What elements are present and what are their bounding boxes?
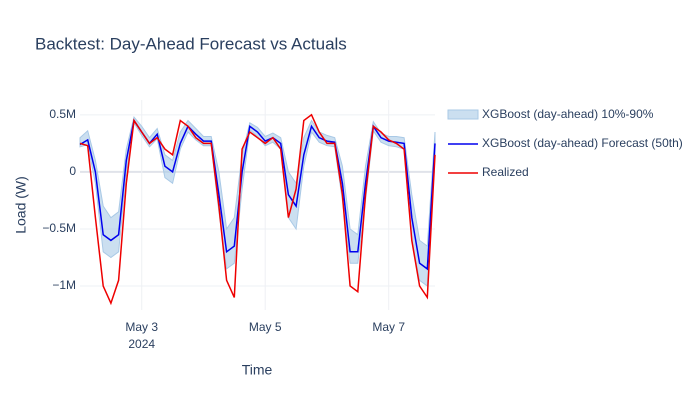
legend-swatch [447, 109, 479, 120]
x-tick-label: May 5 [249, 320, 282, 334]
x-tick-label: May 7 [372, 320, 405, 334]
y-tick-label: 0 [69, 164, 76, 178]
legend-label: XGBoost (day-ahead) Forecast (50th) [482, 136, 683, 150]
y-tick-label: −0.5M [42, 221, 76, 235]
x-tick-year: 2024 [128, 337, 155, 351]
y-tick-label: −1M [52, 278, 76, 292]
y-tick-label: 0.5M [49, 107, 76, 121]
series-line [79, 113, 436, 306]
y-axis-title: Load (W) [13, 176, 29, 234]
x-axis-title: Time [242, 362, 273, 378]
legend-label: Realized [482, 165, 529, 179]
x-tick-label: May 3 [125, 320, 158, 334]
chart-title: Backtest: Day-Ahead Forecast vs Actuals [35, 34, 347, 53]
quantile-band [79, 116, 436, 287]
legend-label: XGBoost (day-ahead) 10%-90% [482, 107, 654, 121]
